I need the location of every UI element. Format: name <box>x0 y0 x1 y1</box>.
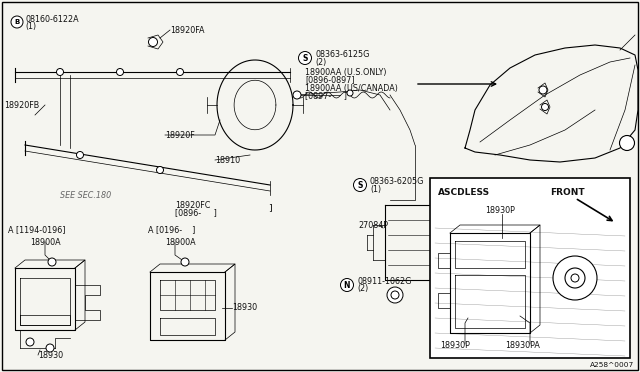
Text: 18930: 18930 <box>38 350 63 359</box>
Text: 18900A: 18900A <box>30 237 61 247</box>
Text: 08363-6205G: 08363-6205G <box>370 176 424 186</box>
Circle shape <box>11 16 23 28</box>
Text: 18900AA (U.S.ONLY): 18900AA (U.S.ONLY) <box>305 67 387 77</box>
Circle shape <box>26 338 34 346</box>
Circle shape <box>293 91 301 99</box>
Text: [0897-     ]: [0897- ] <box>305 92 347 100</box>
Circle shape <box>539 86 547 94</box>
Text: A [0196-    ]: A [0196- ] <box>148 225 195 234</box>
Text: 18900AA (US/CANADA): 18900AA (US/CANADA) <box>305 83 398 93</box>
Circle shape <box>541 103 548 110</box>
Circle shape <box>387 287 403 303</box>
Circle shape <box>298 51 312 64</box>
Text: (2): (2) <box>357 285 368 294</box>
Text: N: N <box>344 280 350 289</box>
Circle shape <box>347 90 353 96</box>
Text: 18920FC: 18920FC <box>175 201 211 209</box>
Text: 18930P: 18930P <box>485 205 515 215</box>
Text: 18920FB: 18920FB <box>4 100 39 109</box>
Text: 18930: 18930 <box>232 304 257 312</box>
Circle shape <box>620 135 634 151</box>
Text: 18900A: 18900A <box>165 237 196 247</box>
Circle shape <box>340 279 353 292</box>
Text: FRONT: FRONT <box>550 187 584 196</box>
Text: (2): (2) <box>315 58 326 67</box>
Text: [0896-     ]: [0896- ] <box>175 208 217 218</box>
Text: 18920FA: 18920FA <box>170 26 205 35</box>
Text: SEE SEC.180: SEE SEC.180 <box>60 190 111 199</box>
Text: (1): (1) <box>370 185 381 193</box>
Text: ]: ] <box>268 203 272 212</box>
Text: ASCDLESS: ASCDLESS <box>438 187 490 196</box>
Circle shape <box>116 68 124 76</box>
Text: S: S <box>357 180 363 189</box>
Circle shape <box>571 274 579 282</box>
Text: A258^0007: A258^0007 <box>589 362 634 368</box>
Text: 08911-1062G: 08911-1062G <box>357 276 412 285</box>
Circle shape <box>553 256 597 300</box>
Text: 18910: 18910 <box>215 155 240 164</box>
Circle shape <box>181 258 189 266</box>
Circle shape <box>46 344 54 352</box>
Circle shape <box>177 68 184 76</box>
Circle shape <box>48 258 56 266</box>
Text: 08160-6122A: 08160-6122A <box>25 15 79 23</box>
Text: 27084P: 27084P <box>358 221 388 230</box>
Text: (1): (1) <box>25 22 36 31</box>
Text: 08363-6125G: 08363-6125G <box>315 49 369 58</box>
Bar <box>430 178 630 358</box>
Circle shape <box>77 151 83 158</box>
Text: [0896-0897]: [0896-0897] <box>305 76 355 84</box>
Text: 18920F: 18920F <box>165 131 195 140</box>
Text: A: A <box>624 138 630 148</box>
Circle shape <box>56 68 63 76</box>
Circle shape <box>148 38 157 46</box>
Circle shape <box>391 291 399 299</box>
Circle shape <box>157 167 163 173</box>
Circle shape <box>565 268 585 288</box>
Text: A [1194-0196]: A [1194-0196] <box>8 225 65 234</box>
Text: 18930PA: 18930PA <box>505 341 540 350</box>
Circle shape <box>353 179 367 192</box>
Text: 18930P: 18930P <box>440 341 470 350</box>
Text: S: S <box>302 54 308 62</box>
Text: B: B <box>14 19 20 25</box>
